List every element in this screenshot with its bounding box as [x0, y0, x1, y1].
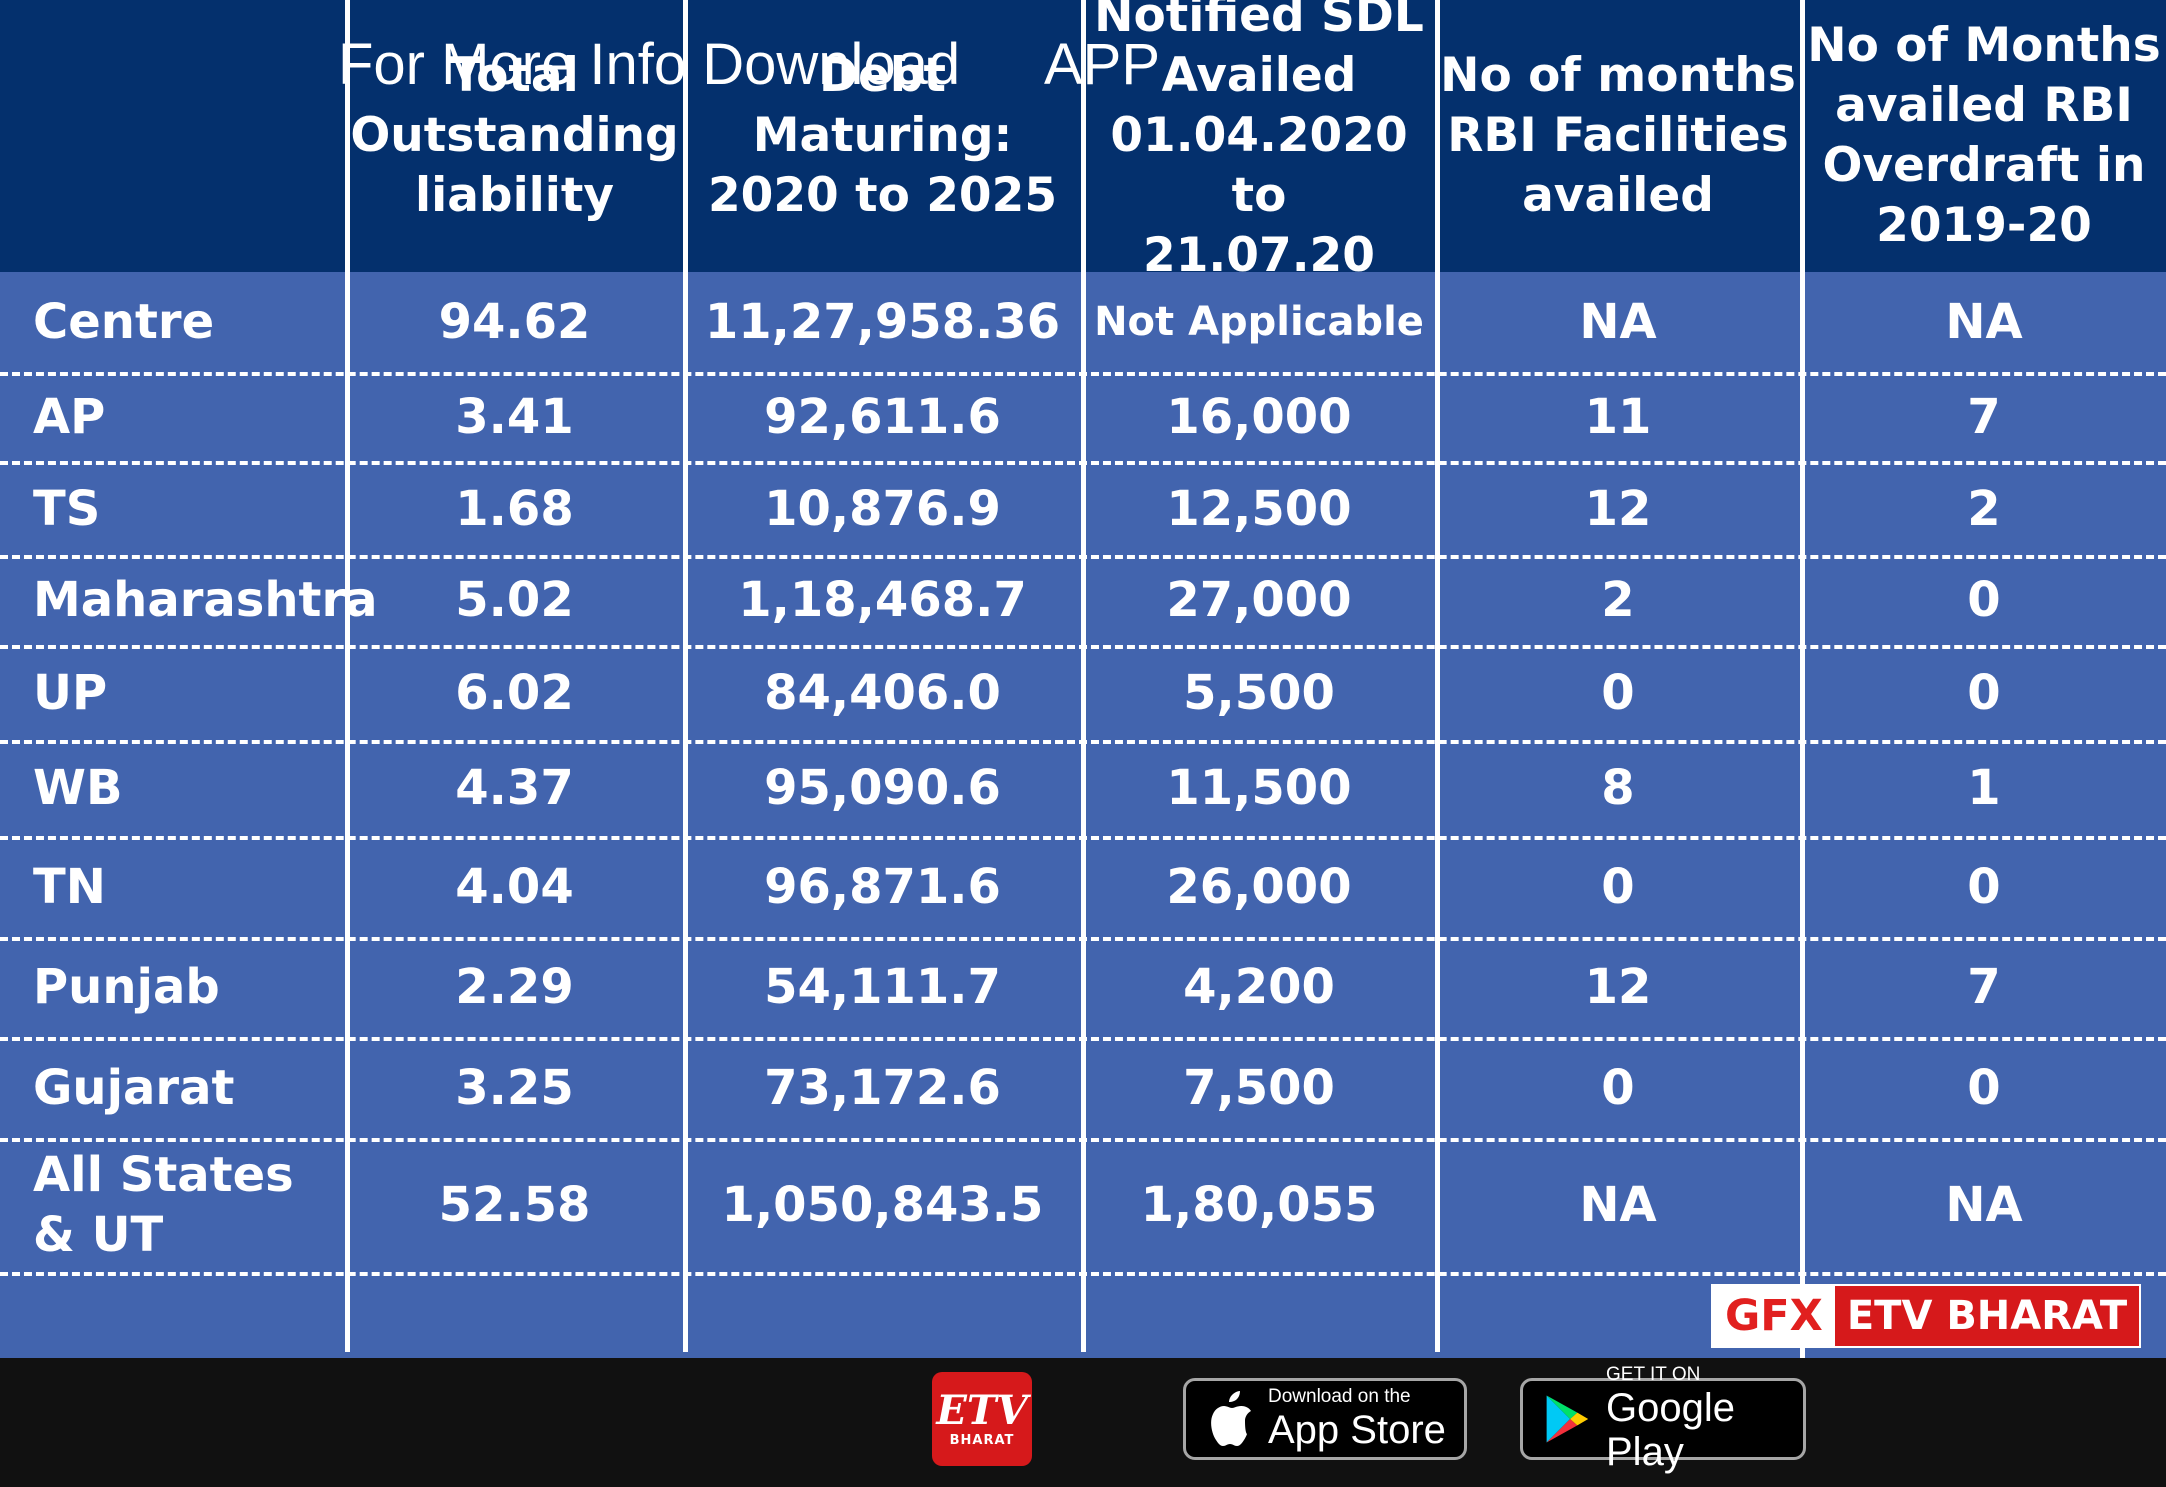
state-name-cell: Maharashtra [33, 572, 378, 628]
gfx-etv-bharat-badge: GFX ETV BHARAT [1713, 1286, 2140, 1346]
table-cell: NA [1579, 1177, 1657, 1233]
state-name-cell: AP [33, 389, 106, 445]
state-name-cell: TN [33, 858, 106, 915]
table-row: Punjab 2.29 54,111.7 4,200 12 7 [0, 937, 2166, 1037]
table-cell: 4.37 [455, 760, 574, 816]
table-cell: 2 [1967, 480, 2001, 537]
table-cell: 0 [1967, 858, 2001, 915]
table-cell: 0 [1601, 1059, 1635, 1116]
table-cell: 8 [1601, 760, 1635, 816]
table-cell: 73,172.6 [764, 1059, 1001, 1116]
table-cell: 1.68 [455, 480, 574, 537]
apple-icon [1211, 1391, 1251, 1446]
column-divider [1435, 0, 1440, 1352]
state-name-cell: Centre [33, 294, 215, 350]
state-name-cell: Punjab [33, 959, 220, 1015]
table-cell: 3.25 [455, 1059, 574, 1116]
table-cell: 11,500 [1166, 760, 1352, 816]
table-cell: 95,090.6 [764, 760, 1001, 816]
state-name-cell: TS [33, 480, 101, 537]
table-cell: 26,000 [1166, 858, 1352, 915]
etv-bharat-app-logo[interactable]: ETV BHARAT [932, 1372, 1032, 1466]
footer-bar [0, 1358, 2166, 1487]
table-cell: 10,876.9 [764, 480, 1001, 537]
state-name-cell: All States & UT [33, 1147, 294, 1263]
footer-download-text: For More Info Download [338, 32, 961, 97]
table-cell: 12 [1584, 959, 1652, 1015]
table-cell: 4,200 [1183, 959, 1335, 1015]
column-header-2: Debt Maturing: 2020 to 2025 [707, 48, 1058, 223]
table-cell: NA [1945, 294, 2023, 350]
table-cell: 1 [1967, 760, 2001, 816]
table-cell: NA [1945, 1177, 2023, 1233]
table-row: TS 1.68 10,876.9 12,500 12 2 [0, 462, 2166, 555]
gfx-label: GFX [1713, 1286, 1835, 1346]
column-header-5: No of Months availed RBI Overdraft in 20… [1807, 18, 2161, 253]
state-name-cell: UP [33, 664, 108, 721]
table-cell: 16,000 [1166, 389, 1352, 445]
google-play-small-text: GET IT ON [1606, 1364, 1701, 1385]
column-header-1: Total Outstanding liability [350, 48, 679, 223]
table-cell: 2 [1601, 572, 1635, 628]
etv-bharat-label: ETV BHARAT [1834, 1286, 2140, 1346]
table-cell: 0 [1601, 858, 1635, 915]
table-cell: 7,500 [1183, 1059, 1335, 1116]
google-play-button[interactable]: GET IT ON Google Play [1520, 1364, 1806, 1474]
state-name-cell: Gujarat [33, 1059, 235, 1116]
column-divider [1800, 0, 1805, 1400]
app-store-small-text: Download on the [1268, 1386, 1411, 1407]
play-triangle-icon [1546, 1395, 1589, 1443]
table-cell: 0 [1601, 664, 1635, 721]
column-header-0 [0, 0, 345, 272]
table-cell: 0 [1967, 1059, 2001, 1116]
table-cell: 94.62 [438, 294, 591, 350]
table-cell: 27,000 [1166, 572, 1352, 628]
table-cell: 6.02 [455, 664, 574, 721]
table-cell: 84,406.0 [764, 664, 1001, 721]
app-store-button[interactable]: Download on the App Store [1183, 1378, 1467, 1460]
table-row: UP 6.02 84,406.0 5,500 0 0 [0, 645, 2166, 740]
table-cell: Not Applicable [1094, 299, 1424, 345]
table-cell: 96,871.6 [764, 858, 1001, 915]
table-cell: 52.58 [438, 1177, 591, 1233]
table-row: Maharashtra 5.02 1,18,468.7 27,000 2 0 [0, 555, 2166, 645]
column-divider [683, 0, 688, 1352]
column-divider [1081, 0, 1086, 1352]
table-cell: 92,611.6 [764, 389, 1001, 445]
table-cell: 12 [1584, 480, 1652, 537]
table-cell: 5.02 [455, 572, 574, 628]
table-cell: 7 [1967, 389, 2001, 445]
table-cell: 0 [1967, 572, 2001, 628]
table-cell: 12,500 [1166, 480, 1352, 537]
table-cell: 11 [1584, 389, 1652, 445]
table-row: Centre 94.62 11,27,958.36 Not Applicable NA N… [0, 272, 2166, 372]
table-cell: 2.29 [455, 959, 574, 1015]
state-name-cell: WB [33, 760, 123, 816]
etv-logo-mark: ETV [936, 1387, 1028, 1434]
table-row: Gujarat 3.25 73,172.6 7,500 0 0 [0, 1037, 2166, 1138]
table-cell: 3.41 [455, 389, 574, 445]
table-row: TN 4.04 96,871.6 26,000 0 0 [0, 836, 2166, 937]
table-cell: 1,18,468.7 [738, 572, 1027, 628]
table-cell: 4.04 [455, 858, 574, 915]
table-cell: 54,111.7 [764, 959, 1001, 1015]
column-header-4: No of months RBI Facilities availed [1440, 48, 1796, 223]
google-play-big-text: Google Play [1606, 1386, 1735, 1474]
column-divider [345, 0, 350, 1352]
table-cell: 11,27,958.36 [704, 294, 1061, 350]
app-store-big-text: App Store [1268, 1408, 1446, 1452]
etv-logo-sub: BHARAT [949, 1433, 1015, 1448]
table-row: AP 3.41 92,611.6 16,000 11 7 [0, 372, 2166, 462]
table-cell: 0 [1967, 664, 2001, 721]
table-cell: 1,050,843.5 [721, 1177, 1044, 1233]
table-cell: 7 [1967, 959, 2001, 1015]
table-cell: NA [1579, 294, 1657, 350]
footer-app-label: APP [1044, 32, 1161, 97]
table-cell: 5,500 [1183, 664, 1335, 721]
table-row: All States & UT 52.58 1,050,843.5 1,80,055 N… [0, 1138, 2166, 1272]
table-row: WB 4.37 95,090.6 11,500 8 1 [0, 740, 2166, 836]
table-cell: 1,80,055 [1140, 1177, 1378, 1233]
